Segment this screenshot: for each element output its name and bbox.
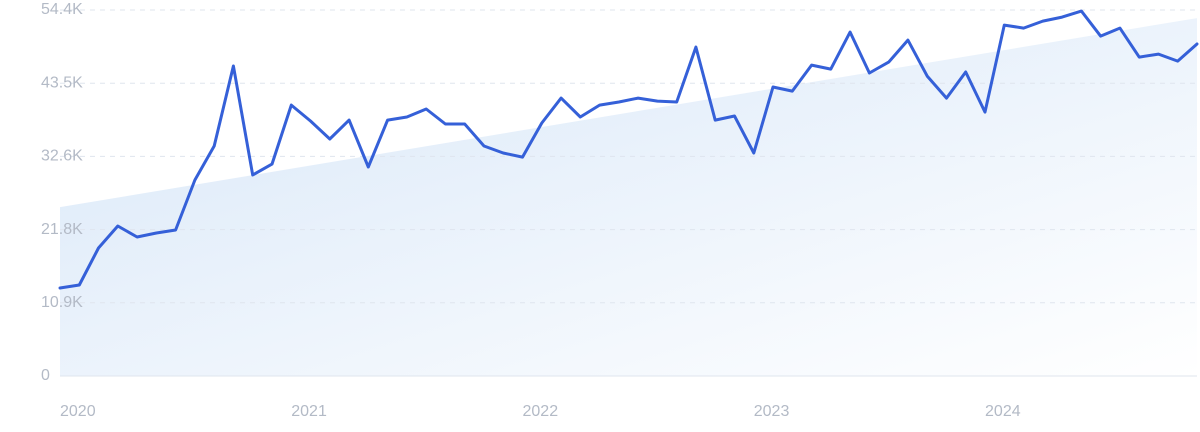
x-tick-label: 2020 <box>60 403 96 420</box>
y-tick-label: 43.5K <box>41 74 83 91</box>
data-line <box>58 9 1199 290</box>
y-tick-label: 10.9K <box>41 294 83 311</box>
x-tick-label: 2021 <box>291 403 327 420</box>
trend-area <box>60 18 1197 377</box>
y-tick-label: 21.8K <box>41 221 83 238</box>
y-tick-label: 0 <box>41 367 50 384</box>
y-tick-label: 54.4K <box>41 1 83 18</box>
x-tick-label: 2022 <box>523 403 559 420</box>
y-tick-label: 32.6K <box>41 148 83 165</box>
x-tick-label: 2024 <box>985 403 1021 420</box>
x-tick-label: 2023 <box>754 403 790 420</box>
